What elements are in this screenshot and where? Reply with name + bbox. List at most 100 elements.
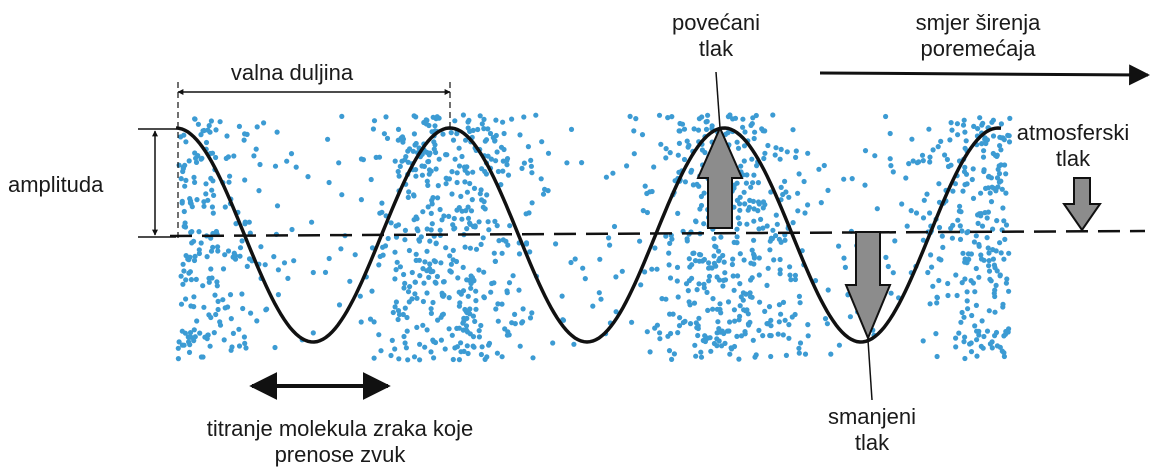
molecule-dot	[435, 183, 441, 189]
molecule-dot	[722, 270, 728, 276]
molecule-dot	[716, 338, 722, 344]
molecule-dot	[478, 187, 484, 193]
molecule-dot	[758, 216, 764, 222]
molecule-dot	[883, 254, 889, 260]
molecule-dot	[470, 169, 476, 175]
molecule-dot	[975, 212, 981, 218]
molecule-dot	[699, 147, 706, 153]
molecule-dot	[456, 163, 463, 169]
molecule-dot	[389, 337, 395, 343]
molecule-dot	[499, 250, 505, 256]
molecule-dot	[500, 237, 506, 243]
molecule-dot	[420, 266, 426, 272]
molecule-dot	[680, 319, 687, 326]
molecule-dot	[790, 127, 796, 133]
molecule-dot	[920, 237, 927, 243]
molecule-dot	[559, 293, 565, 299]
molecule-dot	[379, 200, 385, 206]
molecule-dot	[862, 148, 869, 154]
molecule-dot	[538, 176, 544, 182]
molecule-dot	[934, 295, 941, 301]
molecule-dot	[952, 181, 959, 187]
molecule-dot	[476, 334, 482, 340]
molecule-dot	[402, 340, 408, 346]
molecule-dot	[421, 280, 427, 286]
molecule-dot	[790, 220, 796, 226]
molecule-dot	[428, 310, 434, 316]
molecule-dot	[568, 126, 575, 132]
molecule-dot	[714, 306, 720, 312]
molecule-dot	[953, 335, 959, 341]
molecule-dot	[764, 321, 770, 327]
molecule-dot	[393, 299, 399, 305]
molecule-dot	[571, 341, 577, 347]
molecule-dot	[774, 221, 780, 227]
molecule-dot	[654, 322, 661, 328]
molecule-dot	[684, 236, 690, 242]
molecule-dot	[747, 197, 753, 203]
molecule-dot	[705, 112, 711, 118]
molecule-dot	[756, 255, 762, 261]
molecule-dot	[185, 334, 191, 340]
molecule-dot	[782, 178, 788, 184]
molecule-dot	[771, 257, 777, 263]
molecule-dot	[553, 241, 559, 247]
molecule-dot	[755, 199, 762, 205]
molecule-dot	[192, 179, 198, 185]
molecule-dot	[212, 292, 218, 298]
molecule-dot	[959, 280, 965, 286]
molecule-dot	[183, 277, 189, 283]
molecule-dot	[456, 303, 462, 309]
molecule-dot	[371, 118, 378, 124]
molecule-dot	[472, 224, 478, 230]
molecule-dot	[613, 309, 619, 315]
molecule-dot	[1002, 236, 1008, 242]
molecule-dot	[458, 193, 464, 199]
molecule-dot	[499, 301, 505, 307]
molecule-dot	[675, 210, 681, 216]
label-line: atmosferski	[1017, 120, 1129, 145]
molecule-dot	[432, 142, 438, 148]
molecule-dot	[227, 173, 233, 179]
molecule-dot	[597, 256, 603, 262]
molecule-dot	[460, 264, 466, 270]
molecule-dot	[406, 247, 412, 254]
molecule-dot	[959, 309, 965, 316]
molecule-dot	[764, 223, 770, 229]
molecule-dot	[640, 208, 646, 214]
molecule-dot	[411, 354, 418, 360]
molecule-dot	[921, 197, 927, 203]
molecule-dot	[473, 298, 479, 304]
molecule-dot	[424, 117, 430, 123]
molecule-dot	[725, 114, 732, 120]
molecule-dot	[778, 184, 784, 190]
molecule-dot	[732, 318, 738, 324]
molecule-dot	[441, 279, 447, 285]
molecule-dot	[762, 308, 768, 314]
molecule-dot	[493, 158, 499, 164]
molecule-dot	[244, 263, 250, 269]
molecule-dot	[380, 252, 386, 258]
molecule-dot	[968, 340, 974, 346]
molecule-dot	[958, 209, 964, 215]
molecule-dot	[452, 118, 458, 124]
molecule-dot	[682, 179, 689, 185]
molecule-dot	[512, 321, 518, 327]
molecule-dot	[443, 175, 449, 181]
molecule-dot	[568, 259, 574, 266]
molecule-dot	[749, 156, 755, 162]
molecule-dot	[413, 167, 419, 173]
molecule-dot	[226, 179, 232, 185]
molecule-dot	[201, 199, 207, 205]
molecule-dot	[989, 119, 995, 125]
molecule-dot	[463, 327, 469, 333]
molecule-dot	[666, 250, 672, 256]
oscillation-label: titranje molekula zraka koje prenose zvuk	[207, 416, 474, 467]
molecule-dot	[222, 252, 228, 258]
label-line: titranje molekula zraka koje	[207, 416, 474, 441]
molecule-dot	[406, 189, 412, 195]
molecule-dot	[435, 317, 441, 323]
molecule-dot	[417, 341, 423, 347]
molecule-dot	[528, 157, 534, 163]
molecule-dot	[459, 153, 465, 160]
